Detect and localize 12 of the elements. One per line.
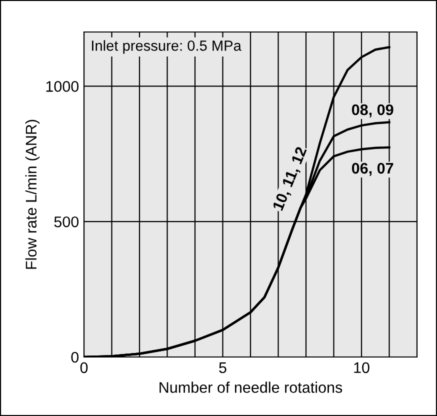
series-label: 06, 07 xyxy=(352,162,394,176)
series-label: 08, 09 xyxy=(352,104,394,118)
x-tick-label: 0 xyxy=(80,362,88,374)
annotation: Inlet pressure: 0.5 MPa xyxy=(92,40,242,54)
y-axis-title: Flow rate L/min (ANR) xyxy=(25,120,40,269)
y-tick-label: 0 xyxy=(71,352,79,363)
text: 10, 11, 12 xyxy=(272,146,309,212)
y-tick-label: 1000 xyxy=(46,81,79,92)
x-tick-label: 5 xyxy=(219,362,226,374)
x-tick-label: 10 xyxy=(354,362,370,374)
y-tick-label: 500 xyxy=(54,216,79,228)
x-axis-title: Number of needle rotations xyxy=(160,382,342,393)
